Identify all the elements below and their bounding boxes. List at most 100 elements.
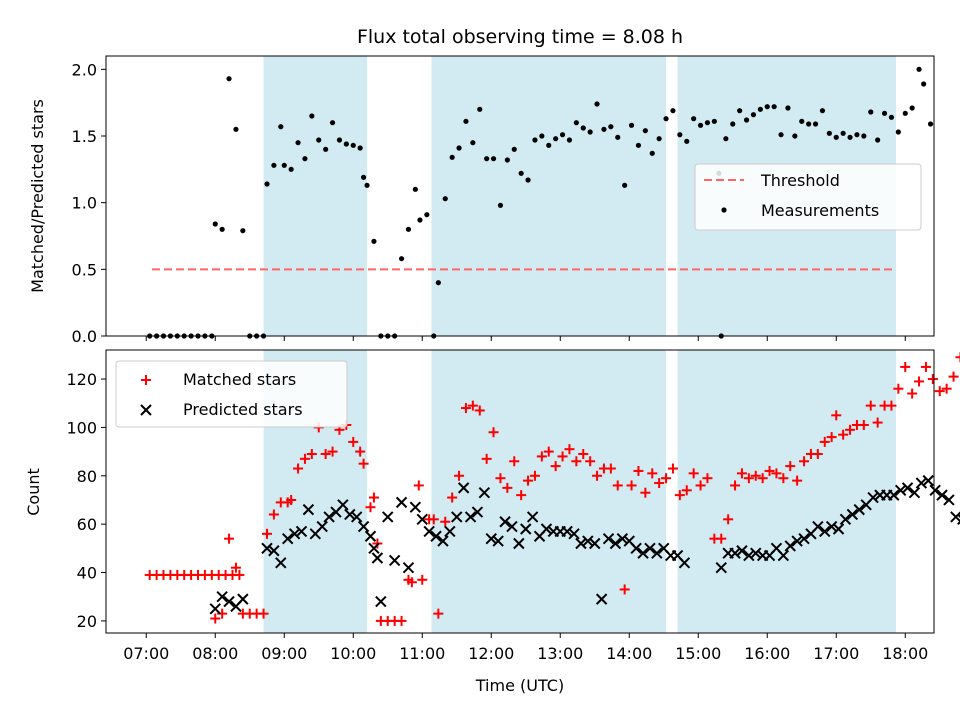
predicted-point [216, 591, 228, 603]
measurement-point [785, 105, 791, 111]
legend-matched-label: Matched stars [183, 370, 296, 389]
predicted-point [798, 532, 810, 545]
x-b [736, 545, 748, 557]
matched-point [368, 492, 379, 503]
matched-point [955, 352, 960, 363]
x-b [382, 511, 394, 523]
x-b [302, 503, 315, 516]
x-b [678, 557, 691, 569]
predicted-point [743, 549, 755, 562]
count-panel: 20 40 60 80 100 120 07:00 08:00 09:00 10:00 11:00… [24, 349, 960, 695]
predicted-point [409, 501, 422, 513]
x-b [770, 542, 783, 555]
x-b [457, 482, 470, 494]
matched-point [428, 514, 439, 525]
matched-point [413, 480, 424, 491]
matched-point [757, 473, 768, 484]
measurement-point [799, 118, 805, 124]
x-b [812, 520, 824, 533]
predicted-point [492, 535, 504, 547]
matched-point [358, 458, 369, 469]
measurement-point [539, 133, 545, 139]
x-b [777, 549, 790, 562]
measurement-point [329, 120, 336, 126]
x-b [825, 520, 838, 533]
predicted-point [582, 535, 594, 547]
matched-point [723, 514, 734, 525]
measurement-point [553, 136, 559, 142]
x-b [281, 532, 294, 545]
measurement-point [622, 182, 628, 188]
measurement-point [316, 137, 322, 143]
x-tick-label: 11:00 [399, 644, 445, 663]
matched-point [509, 456, 520, 467]
predicted-point [825, 520, 838, 533]
measurement-point [435, 280, 441, 286]
x-axis-ticks: 07:00 08:00 09:00 10:00 11:00 12:00 13:00 14:00… [123, 633, 928, 663]
matched-point [502, 482, 513, 493]
x-tick-label: 07:00 [123, 644, 169, 663]
matched-point [230, 562, 241, 573]
predicted-point [499, 516, 511, 528]
measurement-point [449, 154, 455, 160]
predicted-point [344, 508, 356, 521]
matched-point [612, 480, 623, 491]
x-tick-label: 12:00 [468, 644, 514, 663]
measurement-point [212, 221, 218, 227]
x-b [513, 537, 525, 550]
predicted-point [595, 593, 608, 605]
matched-point [523, 475, 534, 486]
x-b [658, 542, 670, 555]
predicted-point [295, 525, 308, 538]
matched-point [495, 473, 506, 484]
predicted-point [209, 603, 221, 615]
matched-point [447, 492, 458, 503]
measurement-point [757, 106, 763, 112]
predicted-point [832, 523, 845, 535]
matched-point [440, 516, 451, 527]
x-b [444, 525, 456, 538]
x-b [464, 511, 477, 523]
y-tick-label: 60 [77, 515, 97, 534]
matched-point [557, 451, 568, 462]
predicted-point [791, 535, 803, 547]
predicted-point [630, 542, 642, 555]
measurement-point [601, 126, 607, 132]
x-tick-label: 16:00 [744, 644, 790, 663]
measurement-point [357, 145, 363, 151]
measurements-series [147, 66, 934, 339]
predicted-point [915, 477, 928, 489]
predicted-point [839, 513, 852, 526]
measurement-point [343, 141, 349, 147]
predicted-point [729, 547, 741, 559]
matched-point [730, 480, 741, 491]
measurement-point [927, 121, 934, 127]
measurement-point [490, 156, 497, 162]
x-b [268, 545, 280, 557]
matched-point [831, 410, 842, 421]
measurement-point [684, 138, 690, 144]
observing-window [431, 56, 667, 336]
predicted-point [457, 482, 470, 494]
x-b [237, 593, 249, 605]
y-axis-label: Matched/Predicted stars [28, 99, 47, 293]
predicted-point [750, 547, 762, 559]
x-tick-label: 13:00 [537, 644, 583, 663]
measurement-point [764, 104, 770, 110]
x-b [867, 491, 879, 504]
matched-point [529, 470, 540, 481]
measurement-point [737, 108, 743, 114]
measurement-point [219, 226, 225, 232]
y-tick-label: 1.5 [72, 127, 97, 146]
legend-box [115, 360, 348, 428]
predicted-point [602, 532, 615, 545]
measurement-point [442, 196, 448, 202]
matched-point [578, 449, 589, 460]
legend-box [694, 163, 922, 231]
measurement-point [921, 81, 927, 87]
measurement-point [546, 142, 552, 148]
matched-point [550, 461, 561, 472]
matched-point [286, 494, 297, 505]
measurement-point [470, 140, 476, 146]
y-axis-ticks: 20 40 60 80 100 120 [66, 370, 106, 631]
